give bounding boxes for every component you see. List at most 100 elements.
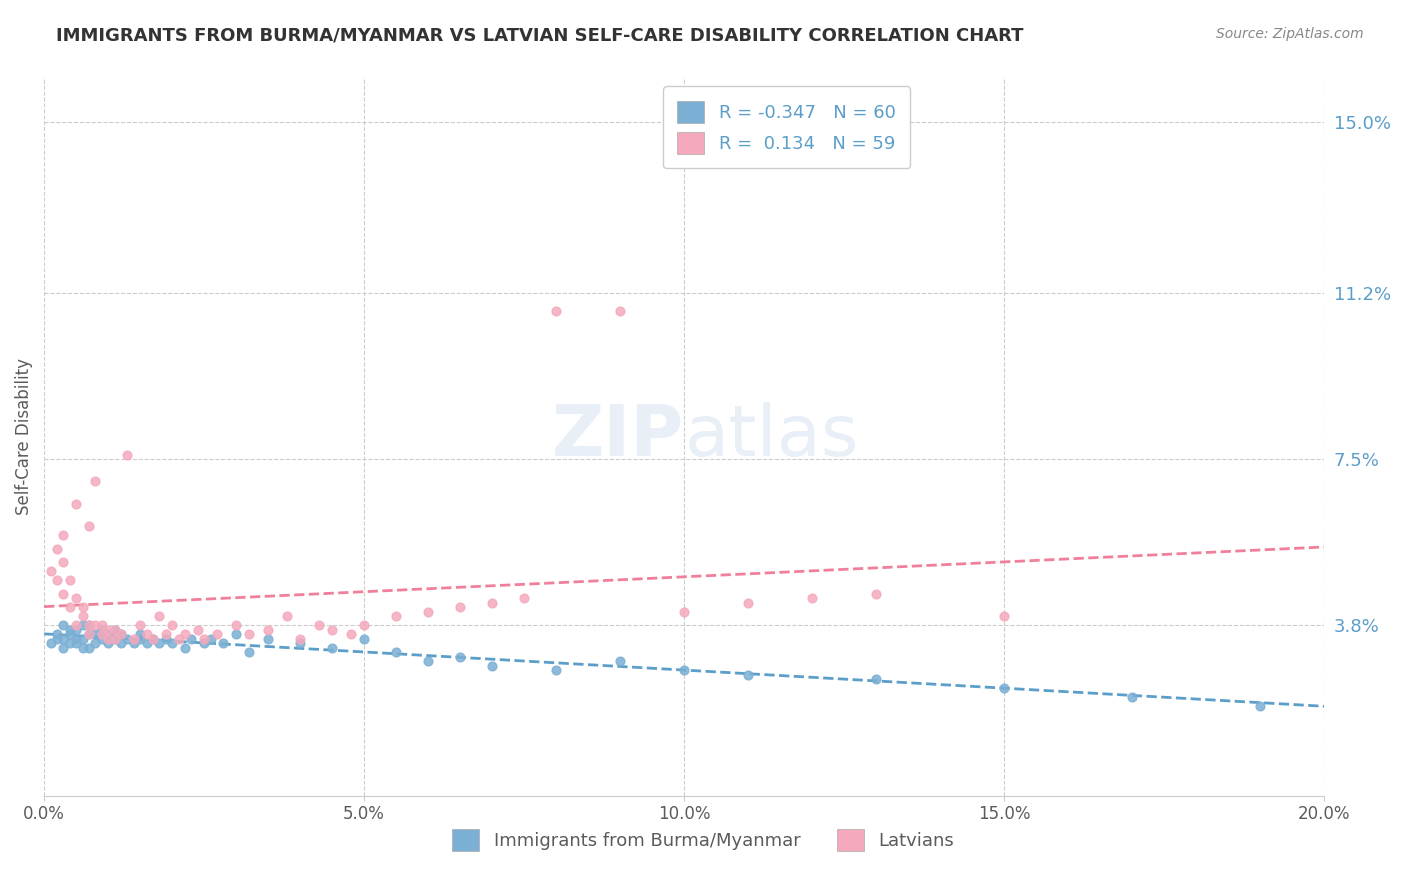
Point bbox=[90, 632, 112, 646]
Point bbox=[65, 591, 87, 606]
Point bbox=[77, 519, 100, 533]
Point bbox=[52, 587, 75, 601]
Point bbox=[155, 627, 177, 641]
Point bbox=[72, 618, 94, 632]
Point bbox=[160, 636, 183, 650]
Point bbox=[288, 632, 311, 646]
Point bbox=[45, 541, 67, 556]
Point bbox=[416, 654, 439, 668]
Point bbox=[52, 618, 75, 632]
Point bbox=[257, 623, 280, 637]
Point bbox=[59, 600, 82, 615]
Point bbox=[59, 627, 82, 641]
Point bbox=[212, 636, 235, 650]
Point bbox=[238, 627, 260, 641]
Point bbox=[737, 667, 759, 681]
Point bbox=[353, 618, 375, 632]
Point bbox=[609, 654, 631, 668]
Y-axis label: Self-Care Disability: Self-Care Disability bbox=[15, 358, 32, 515]
Point bbox=[97, 627, 120, 641]
Point bbox=[353, 632, 375, 646]
Point bbox=[609, 304, 631, 318]
Point bbox=[103, 632, 125, 646]
Point bbox=[65, 618, 87, 632]
Point bbox=[174, 627, 197, 641]
Point bbox=[77, 640, 100, 655]
Point bbox=[84, 636, 107, 650]
Point bbox=[45, 627, 67, 641]
Point bbox=[288, 636, 311, 650]
Point bbox=[72, 600, 94, 615]
Point bbox=[72, 609, 94, 624]
Point bbox=[97, 623, 120, 637]
Point bbox=[155, 632, 177, 646]
Legend: R = -0.347   N = 60, R =  0.134   N = 59: R = -0.347 N = 60, R = 0.134 N = 59 bbox=[662, 87, 910, 169]
Point bbox=[1121, 690, 1143, 704]
Point bbox=[385, 609, 408, 624]
Point bbox=[865, 672, 887, 686]
Point bbox=[135, 627, 157, 641]
Point bbox=[193, 632, 215, 646]
Point bbox=[65, 497, 87, 511]
Point bbox=[65, 623, 87, 637]
Point bbox=[52, 640, 75, 655]
Point bbox=[103, 632, 125, 646]
Point bbox=[77, 618, 100, 632]
Point bbox=[865, 587, 887, 601]
Point bbox=[167, 632, 190, 646]
Point bbox=[45, 574, 67, 588]
Point bbox=[52, 632, 75, 646]
Point bbox=[84, 627, 107, 641]
Point bbox=[129, 627, 152, 641]
Point bbox=[416, 605, 439, 619]
Point bbox=[72, 640, 94, 655]
Point bbox=[117, 632, 139, 646]
Point bbox=[72, 632, 94, 646]
Point bbox=[84, 475, 107, 489]
Point bbox=[513, 591, 536, 606]
Point bbox=[993, 609, 1015, 624]
Point bbox=[52, 555, 75, 569]
Point bbox=[148, 636, 170, 650]
Point bbox=[142, 632, 165, 646]
Point bbox=[135, 636, 157, 650]
Point bbox=[142, 632, 165, 646]
Point bbox=[225, 618, 247, 632]
Point bbox=[103, 623, 125, 637]
Point bbox=[321, 640, 343, 655]
Point bbox=[110, 627, 132, 641]
Point bbox=[103, 623, 125, 637]
Point bbox=[187, 623, 209, 637]
Point bbox=[39, 564, 62, 578]
Point bbox=[45, 632, 67, 646]
Point bbox=[238, 645, 260, 659]
Point bbox=[673, 663, 696, 677]
Point bbox=[546, 304, 568, 318]
Point bbox=[200, 632, 222, 646]
Point bbox=[257, 632, 280, 646]
Point bbox=[180, 632, 202, 646]
Point bbox=[77, 618, 100, 632]
Point bbox=[481, 596, 503, 610]
Point bbox=[90, 627, 112, 641]
Point bbox=[110, 636, 132, 650]
Point bbox=[308, 618, 330, 632]
Point bbox=[193, 636, 215, 650]
Point bbox=[737, 596, 759, 610]
Point bbox=[129, 618, 152, 632]
Point bbox=[993, 681, 1015, 695]
Point bbox=[52, 528, 75, 542]
Point bbox=[129, 632, 152, 646]
Point bbox=[122, 632, 145, 646]
Point bbox=[90, 618, 112, 632]
Point bbox=[673, 605, 696, 619]
Point bbox=[59, 636, 82, 650]
Point bbox=[90, 623, 112, 637]
Point bbox=[65, 636, 87, 650]
Point bbox=[59, 574, 82, 588]
Point bbox=[59, 623, 82, 637]
Point bbox=[84, 618, 107, 632]
Point bbox=[160, 618, 183, 632]
Point bbox=[174, 640, 197, 655]
Point bbox=[340, 627, 363, 641]
